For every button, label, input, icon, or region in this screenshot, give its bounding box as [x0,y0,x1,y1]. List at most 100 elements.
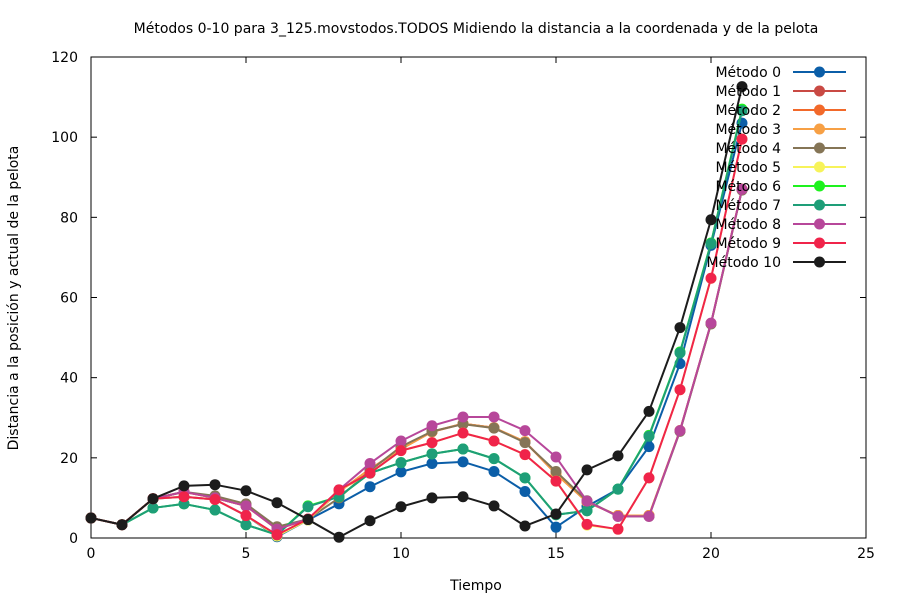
data-point [457,411,469,423]
legend-item: Método 3 [715,122,846,138]
x-tick-label: 0 [87,546,96,562]
data-point [643,441,655,453]
x-tick-label: 10 [392,546,410,562]
data-point [302,514,314,526]
legend-label: Método 2 [715,103,781,119]
data-point [488,435,500,447]
series-line [90,108,743,536]
data-point [85,512,97,524]
data-point [364,481,376,493]
x-tick-label: 20 [702,546,720,562]
data-point [705,214,717,226]
data-point [705,238,717,250]
data-point [581,464,593,476]
data-point [736,133,748,145]
data-point [395,435,407,447]
legend-label: Método 3 [715,122,781,138]
data-point [736,183,748,195]
data-point [550,521,562,533]
data-point [302,501,314,513]
legend-label: Método 7 [715,198,781,214]
series-line [90,138,743,536]
legend-item: Método 5 [715,160,846,176]
series-line [90,189,743,531]
data-point [395,466,407,478]
data-point [488,411,500,423]
x-tick-label: 25 [857,546,875,562]
y-tick-label: 40 [60,371,78,387]
data-point [240,485,252,497]
data-point [364,457,376,469]
data-point [612,523,624,535]
data-point [426,448,438,460]
data-point [395,445,407,457]
y-tick-label: 20 [60,451,78,467]
data-point [519,472,531,484]
x-tick-label: 15 [547,546,565,562]
x-axis-title: Tiempo [449,578,502,594]
data-point [426,457,438,469]
legend-item: Método 7 [715,198,846,214]
data-point [674,347,686,359]
data-point [116,519,128,531]
chart-title: Métodos 0-10 para 3_125.movstodos.TODOS … [134,21,819,37]
data-point [674,425,686,437]
series-layer [85,81,748,543]
legend-label: Método 5 [715,160,781,176]
y-tick-label: 80 [60,210,78,226]
data-point [519,449,531,461]
data-point [612,510,624,522]
data-point [736,105,748,117]
legend-swatch-marker [814,180,825,192]
data-point [612,450,624,462]
y-tick-label: 100 [51,130,78,146]
legend-swatch-marker [814,237,825,249]
data-point [612,483,624,495]
data-point [426,420,438,432]
data-point [240,519,252,531]
series-line [90,122,743,538]
data-point [550,508,562,520]
x-tick-label: 5 [242,546,251,562]
data-point [643,472,655,484]
data-point [333,531,345,543]
data-point [333,484,345,496]
data-point [457,456,469,468]
legend-label: Método 1 [715,84,781,100]
data-point [395,501,407,513]
data-point [705,272,717,284]
data-point [488,453,500,465]
legend-item: Método 9 [715,236,846,252]
series-line [90,110,743,536]
data-point [519,425,531,437]
legend-item: Método 8 [715,217,846,233]
data-point [581,505,593,517]
data-point [178,491,190,503]
y-tick-label: 120 [51,50,78,66]
y-axis-title: Distancia a la posición y actual de la p… [6,146,22,451]
legend-label: Método 10 [707,255,781,271]
legend-label: Método 8 [715,217,781,233]
data-point [550,465,562,477]
legend-item: Método 0 [715,65,846,81]
legend-swatch-marker [814,104,825,116]
data-point [364,467,376,479]
data-point [488,465,500,477]
data-point [209,479,221,491]
data-point [209,494,221,506]
legend: Método 0 Método 1 Método 2 Método 3 Método 4… [707,65,846,271]
data-point [519,437,531,449]
legend-swatch-marker [814,66,825,78]
data-point [519,486,531,498]
legend-swatch-marker [814,123,825,135]
legend-swatch-marker [814,85,825,97]
data-point [488,500,500,512]
data-point [550,451,562,463]
data-point [519,520,531,532]
data-point [705,317,717,329]
data-point [209,504,221,516]
data-point [364,515,376,527]
data-point [457,427,469,439]
data-point [240,500,252,512]
legend-item: Método 4 [715,141,846,157]
